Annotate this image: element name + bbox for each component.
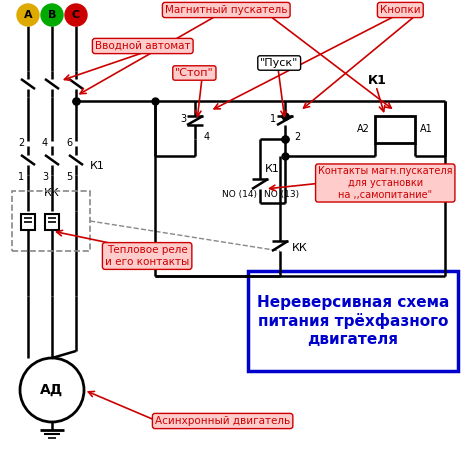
Text: К1: К1: [90, 161, 105, 171]
Text: Контакты магн.пускателя
для установки
на ,,самопитание": Контакты магн.пускателя для установки на…: [318, 166, 453, 200]
Text: Вводной автомат: Вводной автомат: [95, 41, 191, 51]
Text: 3: 3: [180, 114, 186, 124]
FancyBboxPatch shape: [248, 271, 458, 371]
Text: A2: A2: [357, 124, 370, 134]
Text: B: B: [48, 10, 56, 20]
Text: 4: 4: [204, 132, 210, 142]
Text: Нереверсивная схема
питания трёхфазного
двигателя: Нереверсивная схема питания трёхфазного …: [257, 295, 449, 346]
Text: 1: 1: [18, 172, 24, 182]
Text: C: C: [72, 10, 80, 20]
Text: 5: 5: [66, 172, 72, 182]
Text: Магнитный пускатель: Магнитный пускатель: [165, 5, 288, 15]
Text: КК: КК: [292, 243, 308, 253]
Bar: [12, 191, 90, 251]
Text: "Пуск": "Пуск": [260, 58, 298, 68]
Bar: [45, 214, 59, 230]
Text: КК: КК: [44, 188, 60, 198]
Circle shape: [41, 4, 63, 26]
Text: 2: 2: [294, 132, 300, 142]
Text: 1: 1: [270, 114, 276, 124]
Circle shape: [17, 4, 39, 26]
Text: Асинхронный двигатель: Асинхронный двигатель: [155, 416, 290, 426]
Text: 3: 3: [42, 172, 48, 182]
Text: АД: АД: [40, 383, 64, 397]
Bar: [375, 116, 415, 143]
Text: 2: 2: [18, 138, 24, 148]
Text: 6: 6: [66, 138, 72, 148]
Text: Кнопки: Кнопки: [380, 5, 420, 15]
Text: NO (14): NO (14): [222, 190, 257, 199]
Text: К1: К1: [368, 74, 387, 87]
Circle shape: [65, 4, 87, 26]
Text: A: A: [24, 10, 32, 20]
Text: Тепловое реле
и его контакты: Тепловое реле и его контакты: [105, 245, 189, 267]
Text: A1: A1: [420, 124, 433, 134]
Text: К1: К1: [265, 164, 280, 174]
Text: NO (13): NO (13): [264, 190, 300, 199]
Bar: [21, 214, 35, 230]
Text: 4: 4: [42, 138, 48, 148]
Text: "Стоп": "Стоп": [175, 68, 214, 78]
